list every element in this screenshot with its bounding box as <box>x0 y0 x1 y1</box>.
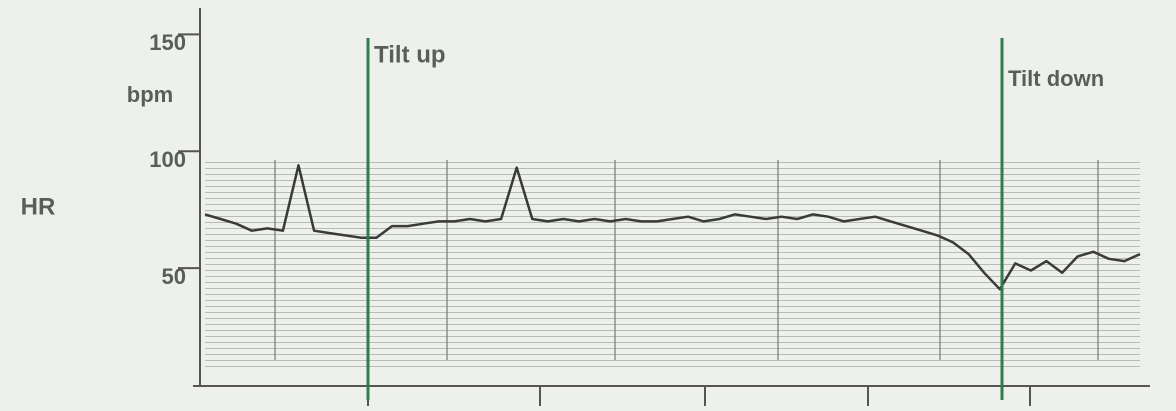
grid-pattern <box>205 160 1140 370</box>
annotation-label: Tilt down <box>1008 66 1104 91</box>
annotation-label: Tilt up <box>374 41 446 68</box>
y-axis-label: HR <box>21 193 56 220</box>
vertical-grid <box>274 160 1099 360</box>
y-unit: bpm <box>127 82 173 107</box>
hr-line <box>204 164 1141 291</box>
